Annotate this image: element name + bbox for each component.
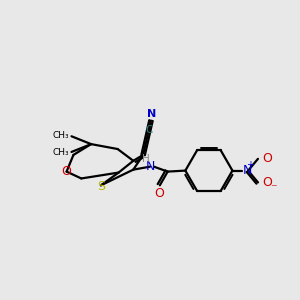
Text: O: O bbox=[262, 152, 272, 165]
Text: +: + bbox=[246, 160, 254, 170]
Text: S: S bbox=[97, 180, 105, 193]
Text: O: O bbox=[61, 165, 71, 178]
Text: H: H bbox=[142, 154, 150, 164]
Text: CH₃: CH₃ bbox=[53, 148, 70, 158]
Text: O: O bbox=[154, 187, 164, 200]
Text: ⁻: ⁻ bbox=[270, 182, 276, 195]
Text: CH₃: CH₃ bbox=[53, 131, 70, 140]
Text: C: C bbox=[145, 125, 153, 135]
Text: N: N bbox=[145, 160, 155, 173]
Text: O: O bbox=[262, 176, 272, 189]
Text: N: N bbox=[147, 109, 157, 119]
Text: N: N bbox=[243, 164, 253, 177]
